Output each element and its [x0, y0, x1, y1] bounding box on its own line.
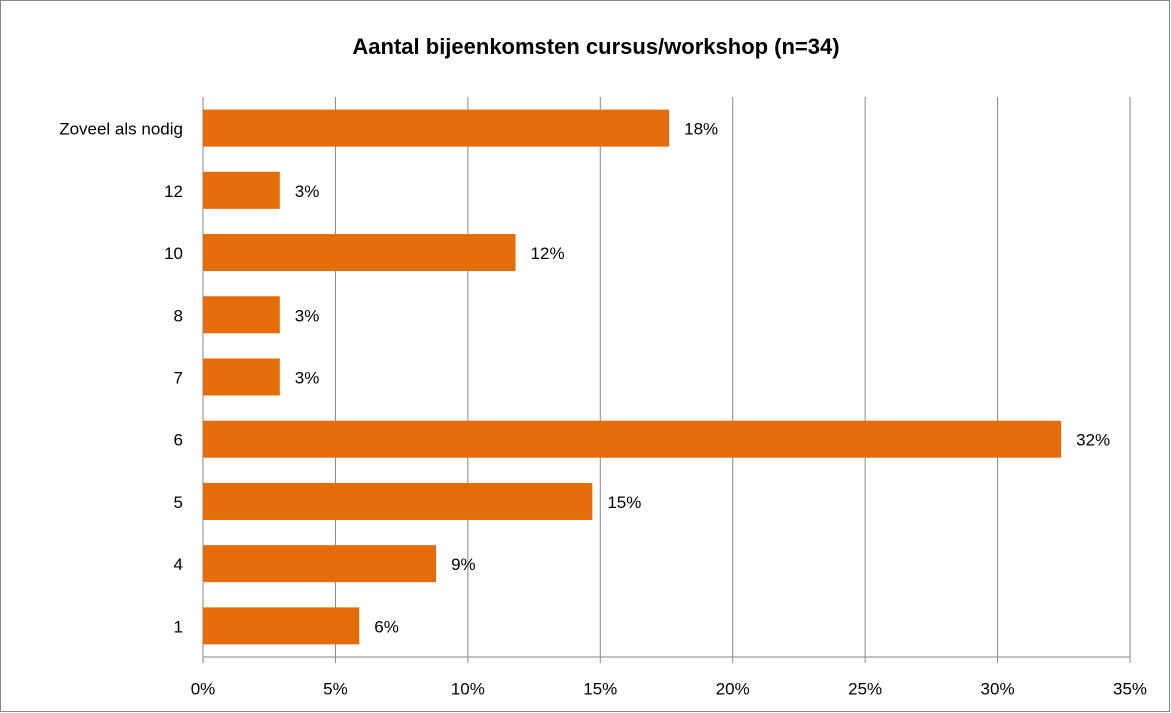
data-label: 9%	[451, 555, 476, 574]
y-tick-label: 7	[174, 368, 183, 387]
data-label: 18%	[684, 120, 718, 139]
bar	[203, 171, 280, 209]
y-tick-label: 1	[174, 617, 183, 636]
data-label: 3%	[295, 368, 320, 387]
data-label: 3%	[295, 182, 320, 201]
y-tick-label: 4	[174, 555, 183, 574]
x-tick-label: 20%	[716, 679, 750, 698]
bar	[203, 482, 593, 520]
chart-title: Aantal bijeenkomsten cursus/workshop (n=…	[352, 34, 839, 59]
y-tick-label: 10	[164, 244, 183, 263]
bar	[203, 358, 280, 396]
data-label: 3%	[295, 306, 320, 325]
bar	[203, 109, 670, 147]
bar	[203, 296, 280, 334]
y-tick-label: Zoveel als nodig	[59, 120, 183, 139]
y-tick-label: 12	[164, 182, 183, 201]
bar	[203, 545, 437, 583]
x-tick-label: 15%	[583, 679, 617, 698]
bar	[203, 234, 516, 272]
x-tick-label: 30%	[981, 679, 1015, 698]
x-tick-label: 0%	[191, 679, 216, 698]
data-label: 15%	[607, 493, 641, 512]
x-tick-label: 35%	[1113, 679, 1147, 698]
bar	[203, 420, 1062, 458]
y-tick-label: 5	[174, 493, 183, 512]
y-tick-label: 6	[174, 431, 183, 450]
bar	[203, 607, 360, 645]
y-tick-label: 8	[174, 306, 183, 325]
x-tick-label: 5%	[323, 679, 348, 698]
data-label: 12%	[531, 244, 565, 263]
data-label: 6%	[374, 617, 399, 636]
data-label: 32%	[1076, 431, 1110, 450]
x-tick-label: 10%	[451, 679, 485, 698]
x-tick-label: 25%	[848, 679, 882, 698]
